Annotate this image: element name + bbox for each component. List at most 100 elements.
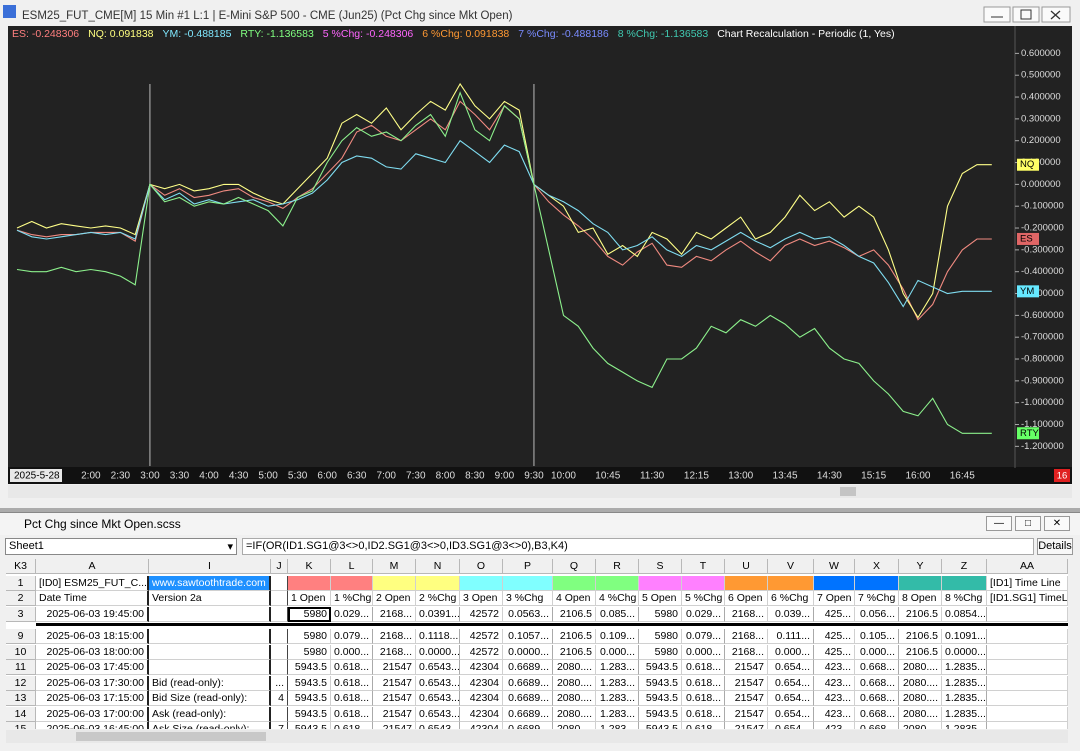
cell: 0.000... [768, 645, 814, 660]
column-header: W [814, 559, 855, 574]
series-tag-label: YM [1020, 286, 1034, 297]
cell [373, 576, 416, 591]
cell: 0.6543... [416, 676, 460, 691]
close-button[interactable]: ✕ [1044, 516, 1070, 531]
x-tick-label: 4:30 [229, 471, 249, 482]
row-header: 15 [6, 722, 36, 729]
cell: 0.1091... [942, 629, 987, 644]
row-header: 3 [6, 607, 36, 622]
plot-area [8, 26, 1072, 468]
details-button[interactable]: Details [1037, 538, 1073, 555]
cell [331, 576, 373, 591]
column-header: S [639, 559, 682, 574]
cell [149, 660, 271, 675]
formula-bar[interactable]: =IF(OR(ID1.SG1@3<>0,ID2.SG1@3<>0,ID3.SG1… [242, 538, 1034, 555]
cell [639, 576, 682, 591]
x-tick-label: 6:30 [347, 471, 367, 482]
cell [987, 676, 1068, 691]
cell: 5980 [639, 645, 682, 660]
cell: 5943.5 [288, 660, 331, 675]
cell: 0.000... [855, 645, 899, 660]
spreadsheet-title-bar: Pct Chg since Mkt Open.scss — □ ✕ [0, 513, 1080, 535]
cell: 2 %Chg [416, 591, 460, 606]
series-tag-label: NQ [1020, 159, 1034, 170]
cell: ... [271, 676, 288, 691]
freeze-line [36, 623, 1068, 626]
cell: 2025-06-03 17:00:00 [36, 707, 149, 722]
cell: 0.618... [331, 722, 373, 729]
date-label: 2025-5-28 [14, 471, 60, 482]
column-header: N [416, 559, 460, 574]
x-tick-label: 5:30 [288, 471, 308, 482]
scroll-thumb[interactable] [76, 732, 266, 741]
cell: 5943.5 [639, 722, 682, 729]
cell: 0.618... [331, 660, 373, 675]
header-item: 5 %Chg: -0.248306 [323, 28, 414, 40]
cell: 8 Open [899, 591, 942, 606]
cell: 1.283... [596, 722, 639, 729]
cell: 5980 [639, 629, 682, 644]
cell: 5 Open [639, 591, 682, 606]
cell [271, 629, 288, 644]
cell: 0.6689... [503, 676, 553, 691]
cell: 0.654... [768, 660, 814, 675]
cell: 21547 [373, 660, 416, 675]
cell: 42304 [460, 722, 503, 729]
cell [271, 607, 288, 622]
cell: Ask Size (read-only): [149, 722, 271, 729]
scroll-thumb[interactable] [840, 487, 856, 496]
cell: 0.618... [682, 707, 725, 722]
cell [460, 576, 503, 591]
x-tick-label: 7:00 [377, 471, 397, 482]
cell: 1.2835... [942, 707, 987, 722]
toolbar: Sheet1 =IF(OR(ID1.SG1@3<>0,ID2.SG1@3<>0,… [0, 537, 1080, 557]
cell: 2168... [725, 607, 768, 622]
cell: 0.0854... [942, 607, 987, 622]
cell: 0.6689... [503, 691, 553, 706]
y-tick-label: 0.300000 [1021, 113, 1061, 124]
cell: 42572 [460, 607, 503, 622]
cell: 21547 [725, 691, 768, 706]
cell: 5980 [288, 629, 331, 644]
y-tick-label: -0.300000 [1021, 244, 1064, 255]
cell: 42304 [460, 707, 503, 722]
cell: 8 %Chg [942, 591, 987, 606]
cell [899, 576, 942, 591]
cell: 4 Open [553, 591, 596, 606]
cell: 2025-06-03 17:15:00 [36, 691, 149, 706]
minimize-button[interactable] [984, 7, 1010, 22]
cell: 0.085... [596, 607, 639, 622]
cell [987, 707, 1068, 722]
cell: 2168... [725, 629, 768, 644]
sheet-scrollbar[interactable] [6, 730, 1068, 743]
cell: 0.654... [768, 691, 814, 706]
cell: 5943.5 [639, 676, 682, 691]
restore-button[interactable]: □ [1015, 516, 1041, 531]
column-header: Q [553, 559, 596, 574]
cell: 0.000... [331, 645, 373, 660]
column-header: X [855, 559, 899, 574]
cell [271, 660, 288, 675]
cell: 5980 [288, 645, 331, 660]
cell: 0.6543... [416, 660, 460, 675]
cell: 2025-06-03 17:45:00 [36, 660, 149, 675]
cell: 42572 [460, 645, 503, 660]
cell: 1.2835... [942, 691, 987, 706]
y-tick-label: 0.200000 [1021, 135, 1061, 146]
y-tick-label: -0.100000 [1021, 201, 1064, 212]
y-tick-label: -0.600000 [1021, 310, 1064, 321]
cell: 2106.5 [553, 645, 596, 660]
cell: 1.2835... [942, 676, 987, 691]
window-title: ESM25_FUT_CME[M] 15 Min #1 L:1 | E-Mini … [22, 10, 513, 22]
chart-scrollbar[interactable] [8, 485, 1072, 498]
minimize-button[interactable]: — [986, 516, 1012, 531]
cell: 2106.5 [899, 629, 942, 644]
cell: 0.668... [855, 722, 899, 729]
y-tick-label: 0.600000 [1021, 48, 1061, 59]
header-item: Chart Recalculation - Periodic (1, Yes) [717, 28, 894, 40]
restore-button[interactable] [1013, 7, 1039, 22]
sheet-selector[interactable]: Sheet1 [5, 538, 237, 555]
column-header: P [503, 559, 553, 574]
cell: 0.079... [682, 629, 725, 644]
